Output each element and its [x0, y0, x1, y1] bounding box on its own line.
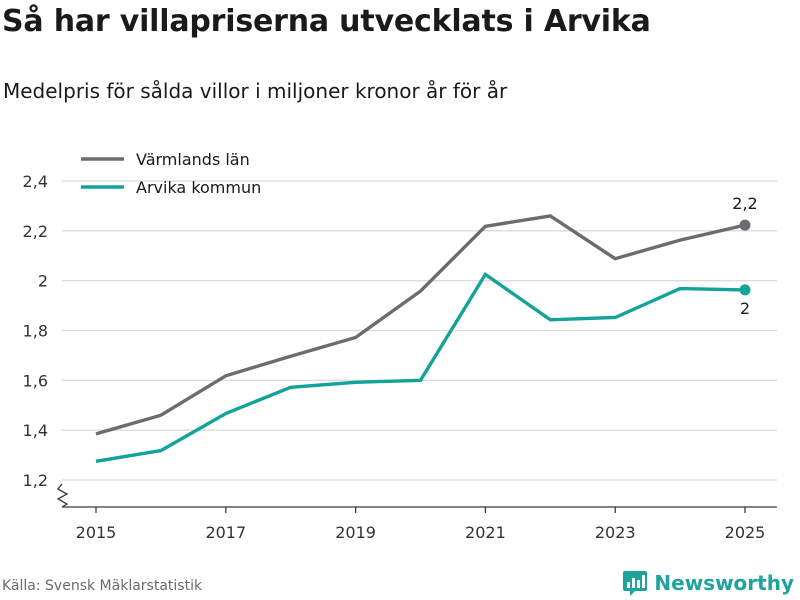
x-tick-label: 2021 [465, 523, 506, 542]
x-tick-label: 2015 [76, 523, 117, 542]
y-tick-label: 1,4 [23, 421, 48, 440]
y-tick-label: 1,8 [23, 322, 48, 341]
source-note: Källa: Svensk Mäklarstatistik [2, 578, 203, 594]
y-tick-label: 2 [38, 272, 48, 291]
chart-title: Så har villapriserna utvecklats i Arvika [2, 4, 651, 39]
series-end-label-2: 2 [740, 299, 750, 318]
y-tick-label: 1,2 [23, 471, 48, 490]
legend-label-2: Arvika kommun [136, 178, 261, 197]
axes: 1,2 1,4 1,6 1,8 2 2,2 2,4 2015 2017 2019 2021 2023 2… [23, 172, 777, 542]
series-end-point-1 [739, 219, 751, 231]
y-tick-label: 2,4 [23, 172, 48, 191]
brand-logo[interactable]: Newsworthy [622, 569, 794, 597]
legend-label-1: Värmlands län [136, 150, 250, 169]
brand-name: Newsworthy [654, 571, 794, 595]
x-tick-label: 2019 [335, 523, 376, 542]
x-tick-label: 2023 [595, 523, 636, 542]
bar-chart-speech-bubble-icon [623, 571, 648, 596]
gridlines [62, 180, 777, 481]
chart-subtitle: Medelpris för sålda villor i miljoner kr… [3, 79, 508, 103]
y-tick-label: 2,2 [23, 222, 48, 241]
series-end-point-2 [739, 284, 751, 296]
x-tick-label: 2025 [725, 523, 766, 542]
x-tick-label: 2017 [205, 523, 246, 542]
series-line-2 [95, 271, 746, 463]
zigzag-axis-break-icon [56, 483, 69, 508]
legend: Värmlands län Arvika kommun [81, 150, 261, 197]
series-line-1 [95, 214, 746, 436]
y-tick-label: 1,6 [23, 371, 48, 390]
series-lines: 2,22 [95, 194, 758, 463]
series-end-label-1: 2,2 [732, 194, 757, 213]
